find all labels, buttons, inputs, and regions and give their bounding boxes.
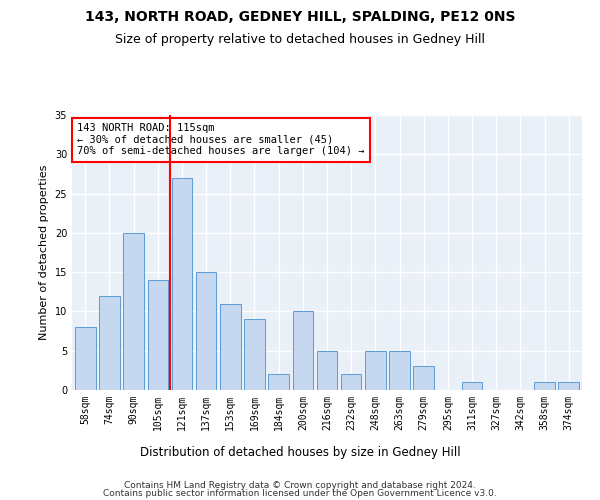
Bar <box>220 304 241 390</box>
Bar <box>196 272 217 390</box>
Bar <box>317 350 337 390</box>
Bar <box>148 280 168 390</box>
Text: 143, NORTH ROAD, GEDNEY HILL, SPALDING, PE12 0NS: 143, NORTH ROAD, GEDNEY HILL, SPALDING, … <box>85 10 515 24</box>
Bar <box>268 374 289 390</box>
Y-axis label: Number of detached properties: Number of detached properties <box>39 165 49 340</box>
Bar <box>413 366 434 390</box>
Bar <box>124 233 144 390</box>
Bar <box>172 178 192 390</box>
Bar <box>99 296 120 390</box>
Bar <box>341 374 361 390</box>
Text: Contains HM Land Registry data © Crown copyright and database right 2024.: Contains HM Land Registry data © Crown c… <box>124 481 476 490</box>
Bar <box>389 350 410 390</box>
Bar <box>462 382 482 390</box>
Text: 143 NORTH ROAD: 115sqm
← 30% of detached houses are smaller (45)
70% of semi-det: 143 NORTH ROAD: 115sqm ← 30% of detached… <box>77 123 365 156</box>
Bar <box>293 312 313 390</box>
Bar <box>75 327 95 390</box>
Bar <box>559 382 579 390</box>
Text: Distribution of detached houses by size in Gedney Hill: Distribution of detached houses by size … <box>140 446 460 459</box>
Text: Size of property relative to detached houses in Gedney Hill: Size of property relative to detached ho… <box>115 32 485 46</box>
Bar <box>365 350 386 390</box>
Bar <box>244 320 265 390</box>
Text: Contains public sector information licensed under the Open Government Licence v3: Contains public sector information licen… <box>103 488 497 498</box>
Bar <box>534 382 555 390</box>
